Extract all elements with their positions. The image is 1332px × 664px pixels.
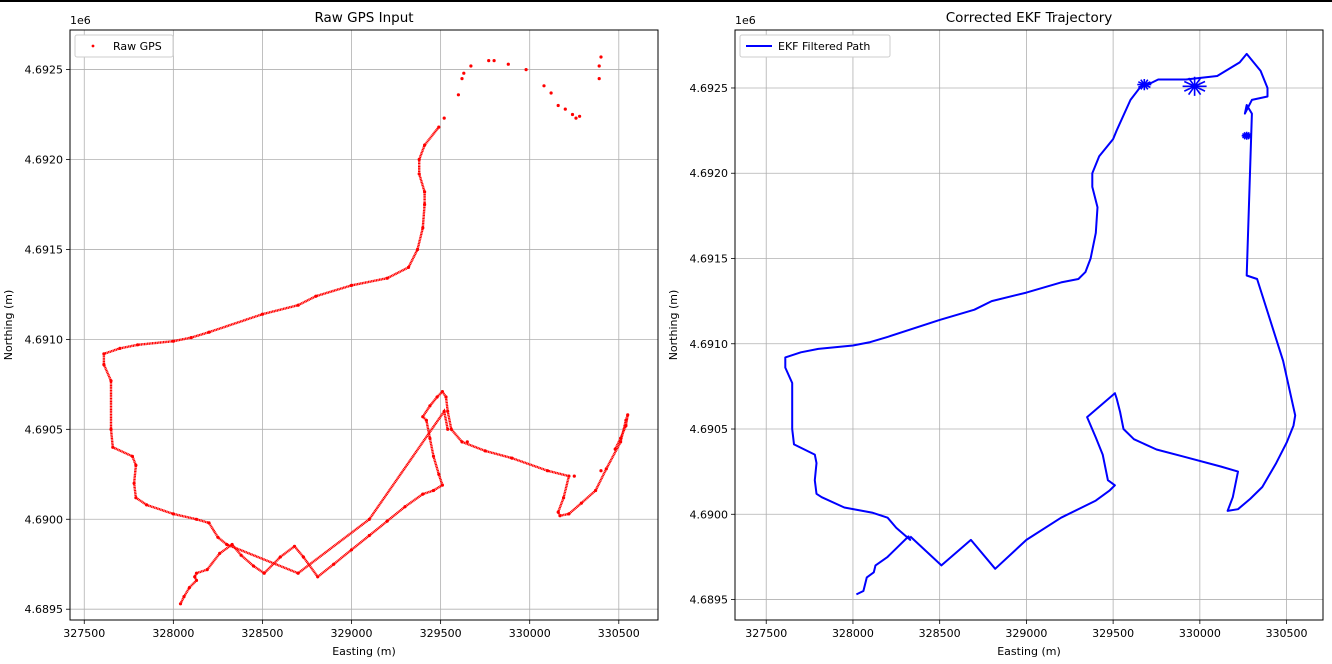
y-tick-label: 4.6905 xyxy=(25,423,64,436)
ekf-path-line xyxy=(784,52,1297,596)
legend-label: Raw GPS xyxy=(113,40,162,53)
ekf-loiter-cluster xyxy=(1193,85,1202,96)
ekf-loiter-cluster xyxy=(1187,77,1196,87)
raw-gps-point xyxy=(599,55,603,59)
y-tick-label: 4.6920 xyxy=(25,154,64,167)
ekf-loiter-cluster xyxy=(1183,85,1195,92)
raw-gps-point xyxy=(524,68,528,72)
x-tick-label: 328000 xyxy=(832,627,874,640)
ekf-loiter-cluster xyxy=(1193,77,1202,87)
gridlines xyxy=(70,30,658,620)
x-tick-label: 329500 xyxy=(420,627,462,640)
y-tick-label: 4.6900 xyxy=(25,513,64,526)
y-tick-label: 4.6920 xyxy=(690,167,729,180)
ekf-loiter-cluster xyxy=(1194,85,1206,92)
y-offset-label: 1e6 xyxy=(70,14,91,27)
legend-marker xyxy=(91,44,95,48)
x-axis-label: Easting (m) xyxy=(332,645,396,658)
legend-box xyxy=(739,34,891,58)
legend-box xyxy=(74,34,174,58)
chart-title: Raw GPS Input xyxy=(314,10,413,26)
x-tick-label: 328000 xyxy=(152,627,194,640)
raw-gps-point xyxy=(563,107,567,111)
raw-gps-point xyxy=(572,474,576,478)
x-tick-label: 327500 xyxy=(745,627,787,640)
y-tick-label: 4.6925 xyxy=(25,64,64,77)
y-axis-label: Northing (m) xyxy=(667,290,680,361)
x-tick-label: 327500 xyxy=(63,627,105,640)
ekf-loiter-cluster xyxy=(1183,80,1195,87)
legend-dot xyxy=(91,44,95,48)
raw-gps-point xyxy=(574,116,578,120)
raw-gps-point xyxy=(556,103,560,108)
x-tick-label: 329000 xyxy=(1005,627,1047,640)
window-top-border xyxy=(0,0,1332,2)
legend: Raw GPS xyxy=(74,34,174,58)
raw-gps-point xyxy=(460,77,464,81)
x-tick-label: 330000 xyxy=(509,627,551,640)
raw-gps-point xyxy=(549,91,553,95)
raw-gps-point xyxy=(570,112,575,117)
raw-gps-point xyxy=(578,114,582,118)
y-tick-label: 4.6915 xyxy=(690,252,729,265)
raw-gps-point xyxy=(506,62,510,66)
raw-gps-point xyxy=(469,64,473,68)
y-tick-label: 4.6900 xyxy=(690,508,729,521)
ekf-loiter-cluster xyxy=(1187,85,1196,96)
gridlines xyxy=(735,30,1323,620)
data-marks xyxy=(784,52,1297,596)
raw-gps-point xyxy=(597,77,601,81)
x-tick-label: 330500 xyxy=(598,627,640,640)
y-tick-label: 4.6910 xyxy=(690,338,729,351)
x-tick-label: 328500 xyxy=(241,627,283,640)
raw-gps-point xyxy=(542,84,546,88)
ekf-loiter-cluster xyxy=(1144,81,1151,86)
y-offset-label: 1e6 xyxy=(735,14,756,27)
ekf-loiter-cluster xyxy=(1246,132,1252,137)
x-tick-label: 330000 xyxy=(1179,627,1221,640)
raw-gps-point xyxy=(487,59,491,63)
legend-label: EKF Filtered Path xyxy=(778,40,870,53)
raw-gps-point xyxy=(597,64,601,68)
legend: EKF Filtered Path xyxy=(739,34,891,58)
y-tick-label: 4.6915 xyxy=(25,243,64,256)
data-marks xyxy=(102,55,630,606)
y-tick-label: 4.6905 xyxy=(690,423,729,436)
tick-labels: 327500 328000 328500 329000 329500 330000 3305… xyxy=(690,82,1308,640)
y-axis-label: Northing (m) xyxy=(2,290,15,361)
raw-gps-dense-trace xyxy=(102,126,449,575)
raw-gps-point xyxy=(492,59,496,63)
axes-frame xyxy=(69,29,659,621)
chart-title: Corrected EKF Trajectory xyxy=(946,10,1113,26)
y-tick-label: 4.6925 xyxy=(690,82,729,95)
raw-gps-point xyxy=(456,93,460,97)
ekf-trajectory-panel: 327500 328000 328500 329000 329500 330000 3305… xyxy=(667,10,1324,658)
tick-labels: 327500 328000 328500 329000 329500 330000 3305… xyxy=(25,64,640,640)
x-tick-label: 328500 xyxy=(919,627,961,640)
axes-frame xyxy=(734,29,1324,621)
x-axis-label: Easting (m) xyxy=(997,645,1061,658)
x-tick-label: 329000 xyxy=(331,627,373,640)
y-tick-label: 4.6895 xyxy=(690,594,729,607)
y-tick-label: 4.6895 xyxy=(25,603,64,616)
raw-gps-panel: 327500 328000 328500 329000 329500 330000 3305… xyxy=(2,10,659,658)
ekf-loiter-cluster xyxy=(1194,80,1206,87)
raw-gps-point xyxy=(599,469,603,473)
raw-gps-dense-trace xyxy=(179,389,629,605)
raw-gps-point xyxy=(442,116,446,120)
x-tick-label: 330500 xyxy=(1266,627,1308,640)
y-tick-label: 4.6910 xyxy=(25,333,64,346)
raw-gps-point xyxy=(462,71,466,75)
x-tick-label: 329500 xyxy=(1092,627,1134,640)
